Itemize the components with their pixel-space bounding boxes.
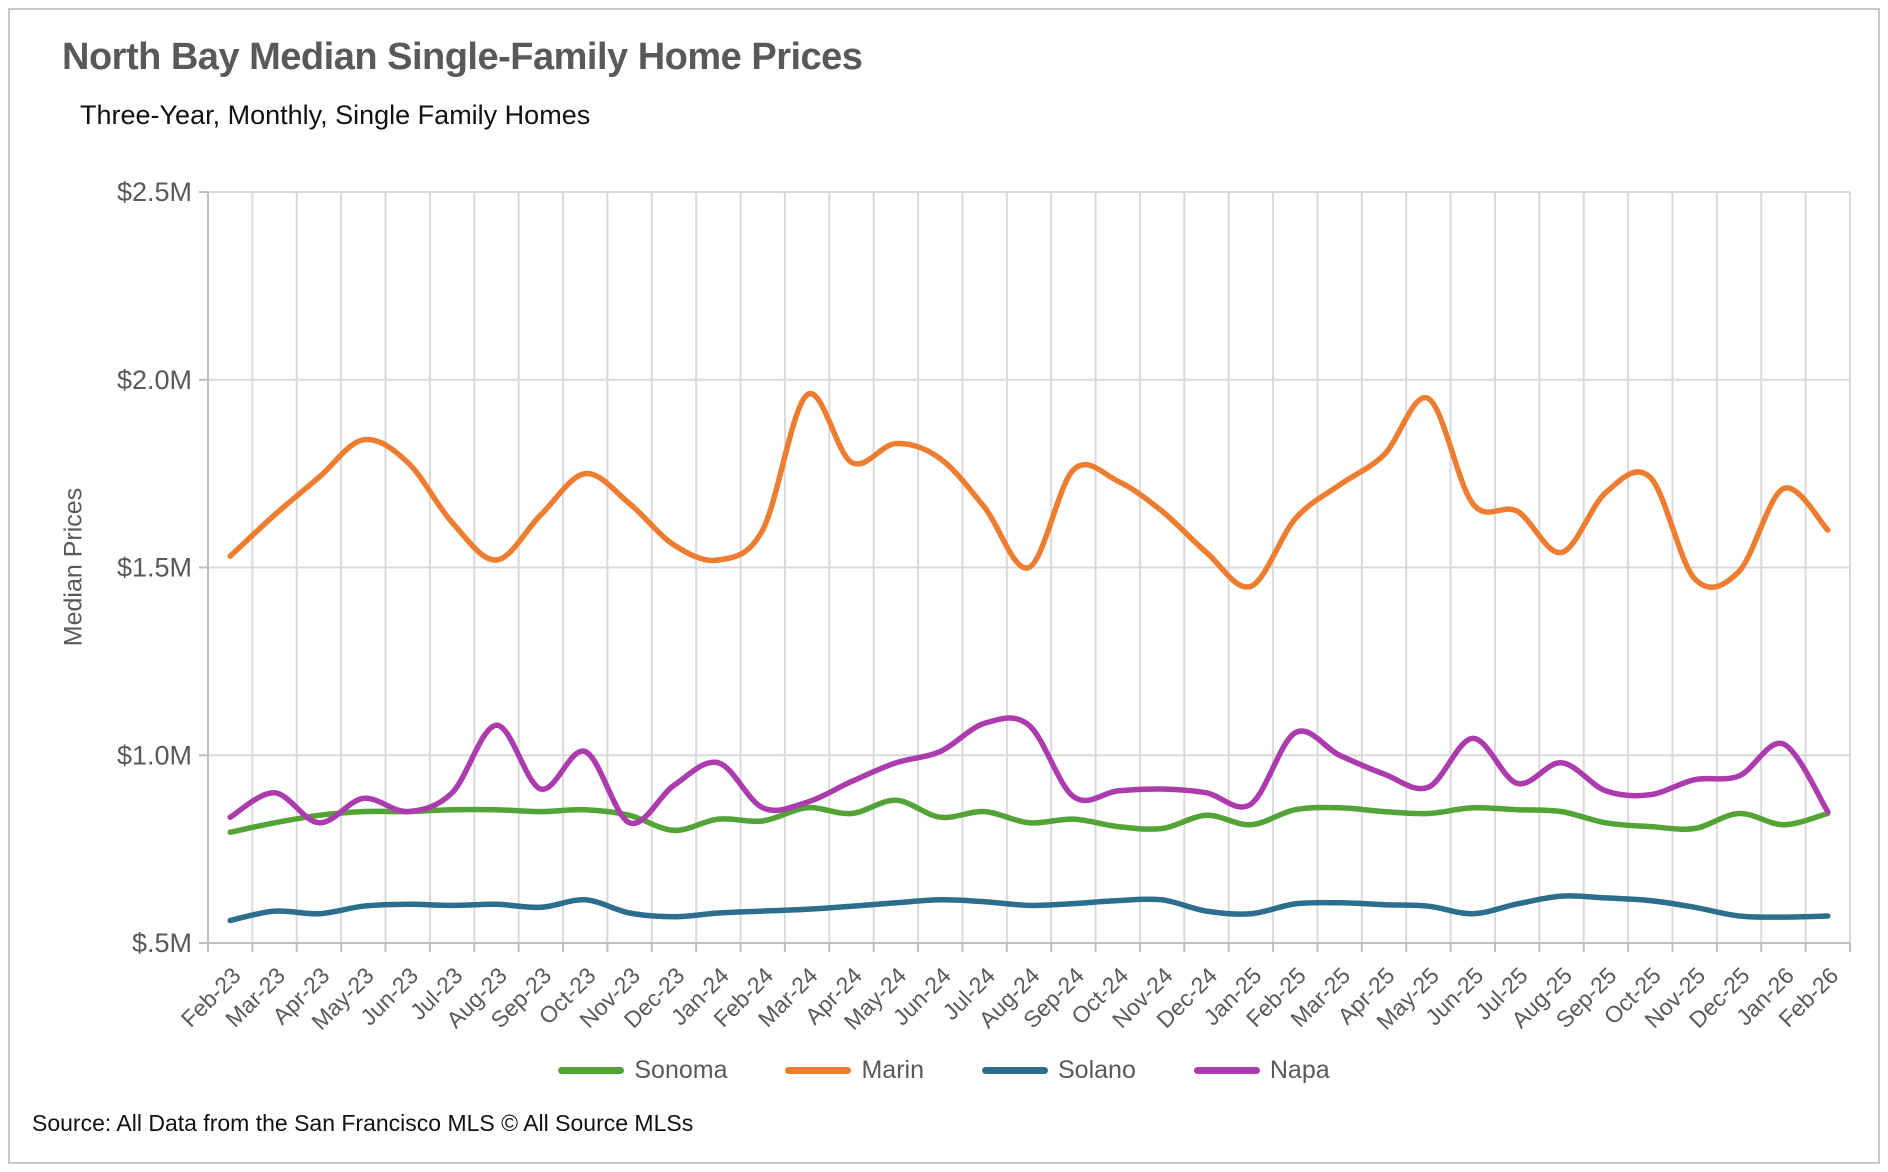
legend-swatch-solano [982, 1067, 1048, 1074]
y-tick-label: $1.0M [117, 740, 192, 770]
series-line-marin [227, 390, 1831, 590]
legend-label: Solano [1058, 1056, 1136, 1084]
series-line-sonoma [227, 797, 1831, 835]
legend-swatch-marin [785, 1067, 852, 1074]
y-tick-label: $2.0M [117, 365, 192, 395]
legend-item-marin[interactable]: Marin [785, 1056, 924, 1085]
legend-item-sonoma[interactable]: Sonoma [558, 1056, 727, 1085]
legend-item-solano[interactable]: Solano [982, 1056, 1136, 1085]
legend-label: Napa [1269, 1056, 1330, 1084]
y-tick-label: $1.5M [117, 553, 192, 583]
chart-subtitle: Three-Year, Monthly, Single Family Homes [80, 100, 591, 130]
y-tick-label: $2.5M [117, 177, 192, 207]
legend-item-napa[interactable]: Napa [1193, 1056, 1330, 1085]
legend-swatch-napa [1193, 1067, 1260, 1074]
chart-title: North Bay Median Single-Family Home Pric… [62, 36, 863, 78]
series-line-solano [227, 893, 1831, 924]
source-note: Source: All Data from the San Francisco … [32, 1110, 694, 1136]
y-tick-label: $.5M [132, 928, 192, 958]
series-line-napa [227, 715, 1831, 827]
legend-swatch-sonoma [558, 1067, 625, 1074]
chart-legend: Sonoma Marin Solano Napa [0, 1056, 1888, 1085]
legend-label: Sonoma [634, 1056, 728, 1084]
legend-label: Marin [861, 1056, 924, 1084]
